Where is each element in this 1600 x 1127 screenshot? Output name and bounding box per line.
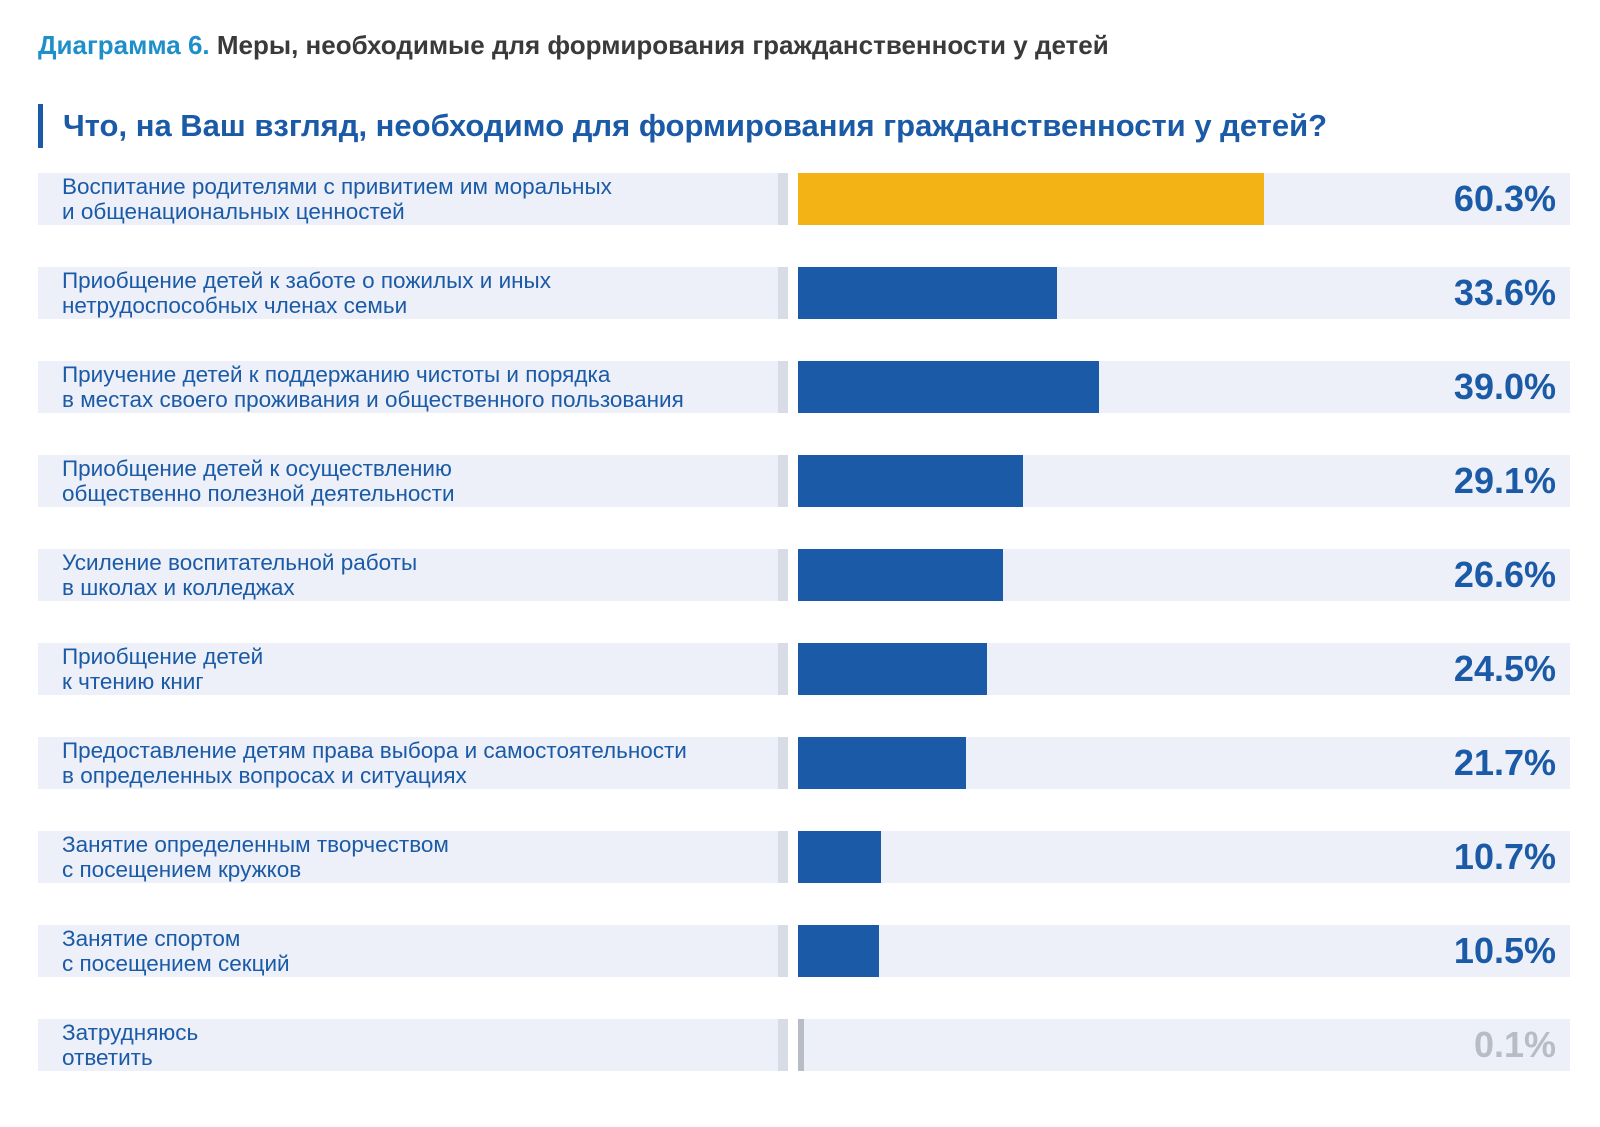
- row-divider: [778, 361, 788, 413]
- category-label-line: Занятие спортом: [62, 926, 241, 951]
- bar: [798, 925, 880, 977]
- row-label-background: [38, 737, 778, 789]
- row-label-background: [38, 267, 778, 319]
- category-label: Усиление воспитательной работы в школах и…: [62, 549, 772, 601]
- category-label-line: к чтению книг: [62, 669, 204, 694]
- category-label: Занятие спортом с посещением секций: [62, 925, 772, 977]
- row-divider: [778, 173, 788, 225]
- category-label-line: Приобщение детей к осуществлению: [62, 456, 452, 481]
- category-label-line: и общенациональных ценностей: [62, 199, 405, 224]
- category-label: Приобщение детей к осуществлению обществе…: [62, 455, 772, 507]
- bar: [798, 643, 988, 695]
- row-divider: [778, 737, 788, 789]
- chart-row: Приобщение детей к осуществлению обществе…: [38, 455, 1570, 507]
- row-label-background: [38, 831, 778, 883]
- bar: [798, 1019, 804, 1071]
- category-label: Приучение детей к поддержанию чистоты и …: [62, 361, 772, 413]
- category-label-line: в определенных вопросах и ситуациях: [62, 763, 467, 788]
- category-label-line: Занятие определенным творчеством: [62, 832, 449, 857]
- chart-row: Занятие определенным творчеством с посеще…: [38, 831, 1570, 883]
- bar-track: [798, 925, 1570, 977]
- category-label-line: нетрудоспособных членах семьи: [62, 293, 408, 318]
- row-divider: [778, 831, 788, 883]
- category-label: Затрудняюсь ответить: [62, 1019, 772, 1071]
- diagram-title: Диаграмма 6. Меры, необходимые для форми…: [38, 30, 1109, 61]
- category-label-line: Предоставление детям права выбора и само…: [62, 738, 687, 763]
- bar: [798, 173, 1264, 225]
- chart-row: Усиление воспитательной работы в школах и…: [38, 549, 1570, 601]
- category-label: Приобщение детей к заботе о пожилых и ин…: [62, 267, 772, 319]
- data-label: 10.7%: [1453, 836, 1556, 877]
- data-label: 33.6%: [1453, 272, 1556, 313]
- bar: [798, 267, 1058, 319]
- category-label-line: с посещением кружков: [62, 857, 302, 882]
- row-label-background: [38, 455, 778, 507]
- category-label: Приобщение детей к чтению книг: [62, 643, 772, 695]
- data-label: 10.5%: [1453, 930, 1556, 971]
- chart-question: Что, на Ваш взгляд, необходимо для форми…: [38, 104, 1327, 148]
- chart-row: Затрудняюсь ответить 0.1%: [38, 1019, 1570, 1071]
- category-label-line: Приобщение детей: [62, 644, 264, 669]
- data-label: 39.0%: [1453, 366, 1556, 407]
- category-label: Воспитание родителями с привитием им мор…: [62, 173, 772, 225]
- bar: [798, 831, 881, 883]
- category-label-line: в школах и колледжах: [62, 575, 295, 600]
- row-label-background: [38, 925, 778, 977]
- category-label-line: общественно полезной деятельности: [62, 481, 455, 506]
- bar: [798, 455, 1023, 507]
- chart-row: Занятие спортом с посещением секций 10.5%: [38, 925, 1570, 977]
- row-divider: [778, 643, 788, 695]
- chart-row: Приобщение детей к заботе о пожилых и ин…: [38, 267, 1570, 319]
- chart-row: Приучение детей к поддержанию чистоты и …: [38, 361, 1570, 413]
- row-label-background: [38, 643, 778, 695]
- category-label: Предоставление детям права выбора и само…: [62, 737, 772, 789]
- chart-row: Предоставление детям права выбора и само…: [38, 737, 1570, 789]
- category-label-line: Приучение детей к поддержанию чистоты и …: [62, 362, 611, 387]
- bar: [798, 361, 1100, 413]
- row-divider: [778, 267, 788, 319]
- data-label: 60.3%: [1453, 178, 1556, 219]
- data-label: 0.1%: [1473, 1024, 1556, 1065]
- chart-row: Приобщение детей к чтению книг 24.5%: [38, 643, 1570, 695]
- category-label-line: Воспитание родителями с привитием им мор…: [62, 174, 612, 199]
- data-label: 21.7%: [1453, 742, 1556, 783]
- category-label-line: Затрудняюсь: [62, 1020, 199, 1045]
- row-divider: [778, 549, 788, 601]
- category-label: Занятие определенным творчеством с посеще…: [62, 831, 772, 883]
- chart-row: Воспитание родителями с привитием им мор…: [38, 173, 1570, 225]
- data-label: 24.5%: [1453, 648, 1556, 689]
- category-label-line: ответить: [62, 1045, 153, 1070]
- bar: [798, 549, 1004, 601]
- category-label-line: в местах своего проживания и общественно…: [62, 387, 684, 412]
- row-label-background: [38, 549, 778, 601]
- bar-track: [798, 1019, 1570, 1071]
- diagram-number: Диаграмма 6.: [38, 30, 210, 60]
- row-divider: [778, 1019, 788, 1071]
- data-label: 26.6%: [1453, 554, 1556, 595]
- bar: [798, 737, 966, 789]
- row-label-background: [38, 173, 778, 225]
- row-divider: [778, 455, 788, 507]
- diagram-caption: Меры, необходимые для формирования гражд…: [216, 30, 1109, 60]
- row-divider: [778, 925, 788, 977]
- row-label-background: [38, 1019, 778, 1071]
- category-label-line: с посещением секций: [62, 951, 290, 976]
- category-label-line: Приобщение детей к заботе о пожилых и ин…: [62, 268, 551, 293]
- bar-track: [798, 831, 1570, 883]
- category-label-line: Усиление воспитательной работы: [62, 550, 418, 575]
- row-label-background: [38, 361, 778, 413]
- data-label: 29.1%: [1453, 460, 1556, 501]
